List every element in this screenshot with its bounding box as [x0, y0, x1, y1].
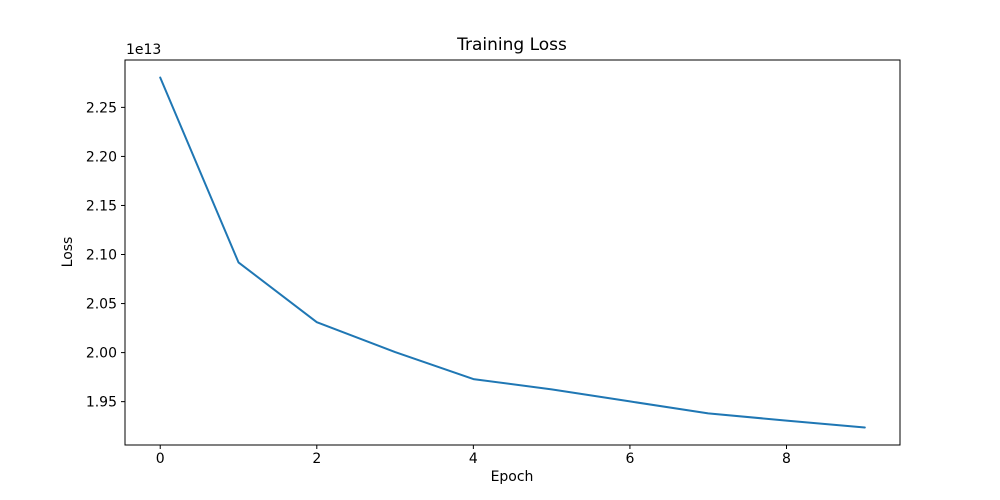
training-loss-line: [159, 76, 866, 429]
y-tick-label: 2.25: [86, 100, 117, 116]
y-tick-label: 2.10: [86, 248, 117, 264]
y-axis-offset-label: 1e13: [126, 42, 162, 58]
x-tick-label: 8: [782, 451, 791, 467]
x-tick-label: 0: [156, 451, 165, 467]
y-tick-label: 2.15: [86, 198, 117, 214]
y-axis-label: Loss: [60, 236, 76, 268]
y-tick-label: 2.05: [86, 297, 117, 313]
y-tick-label: 1.95: [86, 395, 117, 411]
axes-spines: [124, 59, 901, 446]
x-tick-label: 6: [625, 451, 634, 467]
x-tick-label: 4: [469, 451, 478, 467]
y-tick-label: 2.00: [86, 346, 117, 362]
x-tick-label: 2: [312, 451, 321, 467]
chart-title: Training Loss: [457, 35, 567, 55]
y-tick-label: 2.20: [86, 149, 117, 165]
x-axis-label: Epoch: [490, 469, 534, 485]
